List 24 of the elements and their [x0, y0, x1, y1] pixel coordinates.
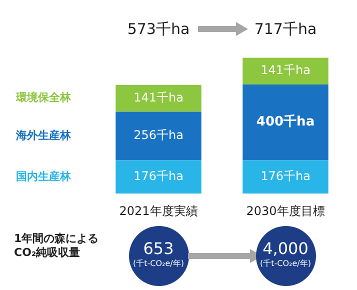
x-tick-label: 2021年度実績 [119, 204, 198, 218]
total-label: 573千ha [127, 20, 190, 38]
text: 4,000 [262, 239, 310, 258]
data-label: 176千ha [134, 169, 184, 184]
data-label: 256千ha [134, 128, 184, 142]
data-label: 176千ha [260, 169, 310, 184]
x-tick-label: 2030年度目標 [246, 204, 325, 218]
text: 環境保全林 [15, 91, 72, 104]
data-label: 141千ha [134, 90, 184, 104]
bar [242, 84, 328, 160]
data-label: 141千ha [260, 63, 310, 78]
text: 1年間の森による CO₂純吸収量 [14, 232, 100, 260]
text: (千t-CO₂e/年) [132, 258, 185, 269]
text: 653 [142, 239, 175, 258]
text: (千t-CO₂e/年) [259, 258, 312, 269]
text: 海外生産林 [15, 128, 72, 142]
text: 国内生産林 [16, 170, 72, 183]
bar [116, 160, 202, 194]
bar [242, 58, 328, 84]
data-label: 400千ha [256, 114, 315, 130]
bar [242, 160, 328, 194]
total-label: 717千ha [254, 20, 317, 38]
bar [116, 85, 202, 112]
bar [116, 112, 202, 160]
